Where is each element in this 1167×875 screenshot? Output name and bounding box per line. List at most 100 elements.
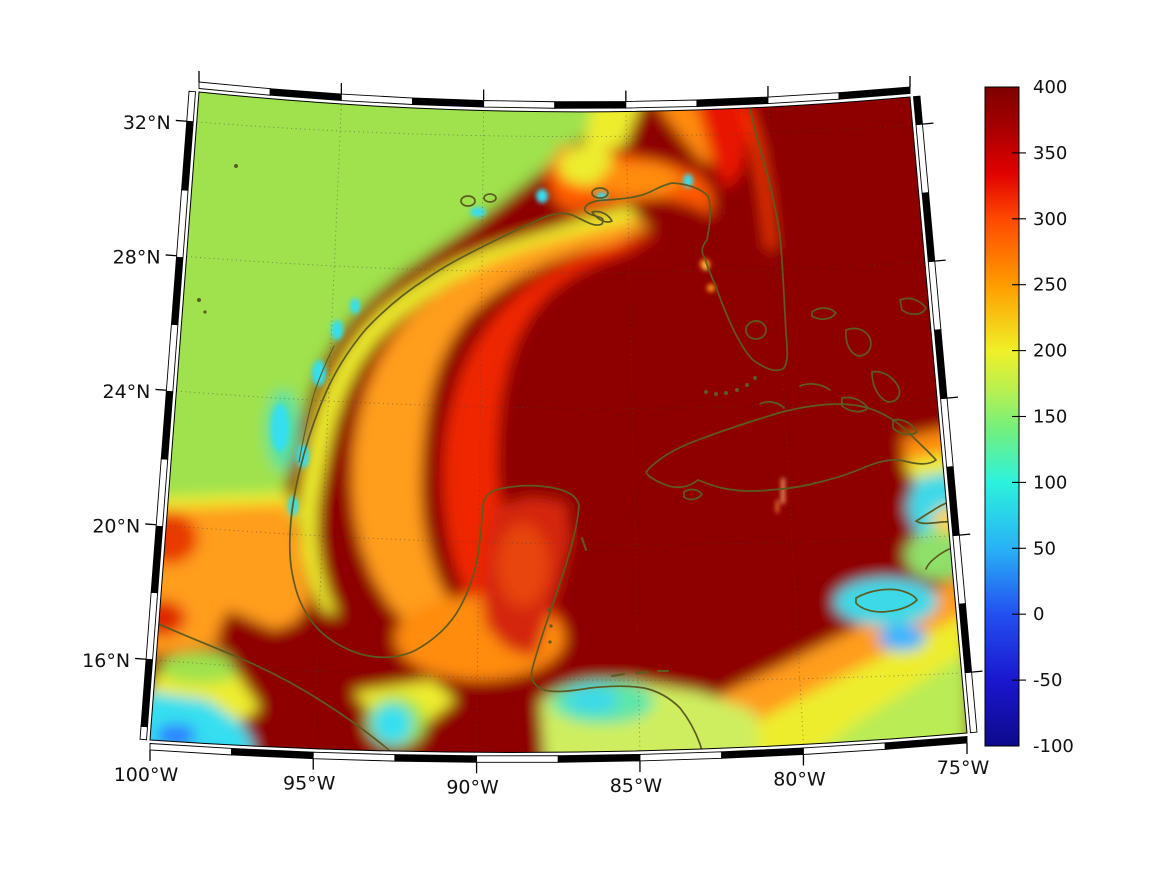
frame-segment (340, 93, 413, 105)
frame-segment (186, 90, 196, 123)
frame-segment (160, 390, 174, 460)
x-tick-label: 85°W (610, 775, 663, 797)
coast-delta (591, 210, 613, 223)
spot-la-lake-1 (470, 207, 486, 217)
y-tick-left (145, 523, 157, 526)
frame-segment (155, 458, 169, 528)
colorbar-tick-label: 350 (1033, 143, 1067, 164)
y-tick-label: 20°N (92, 516, 140, 538)
frame-segment (412, 97, 485, 108)
spot-tx-lagoon-2 (331, 320, 343, 340)
colorbar-tick-label: 250 (1033, 275, 1067, 296)
spot-charlotte-warm (707, 284, 715, 292)
field-shelf-yellow-band (300, 206, 640, 616)
y-tick-right (971, 670, 983, 673)
colorbar-tick-label: 400 (1033, 77, 1067, 98)
map-boundary (149, 91, 968, 753)
coast-bahamas-3 (871, 370, 901, 403)
frame-segment (838, 86, 911, 100)
y-tick-label: 28°N (113, 247, 161, 269)
lake-okeechobee (745, 320, 767, 340)
frame-segment (625, 99, 698, 109)
frame-segment (483, 100, 556, 109)
frame-segment (721, 747, 804, 759)
colorbar-tick-label: -100 (1033, 736, 1074, 757)
x-axis: 100°W 95°W 90°W 85°W 80°W 75°W (114, 71, 990, 798)
coast-cozumel (581, 537, 587, 551)
frame-segment (394, 754, 478, 763)
frame-segment (312, 751, 396, 762)
coast-bahamas-6 (892, 418, 918, 436)
spot-tampico-cyan (271, 404, 289, 452)
y-tick-right (922, 122, 934, 125)
field-panhandle-yellow (558, 146, 614, 186)
frame-segment (554, 101, 627, 109)
frame-segment (231, 747, 314, 760)
y-tick-left (175, 119, 187, 122)
coast-tx-barrier (298, 345, 335, 463)
y-tick-label: 32°N (123, 112, 171, 134)
map-field (150, 92, 967, 753)
frame-segment (170, 256, 184, 326)
frame-segment (964, 671, 978, 734)
colorbar-tick-label: 150 (1033, 407, 1067, 428)
y-tick-left (165, 254, 177, 257)
coast-bahamas-5 (841, 396, 869, 413)
colorbar-tick-label: 100 (1033, 472, 1067, 493)
field-nefl-fringe (744, 106, 775, 250)
coast-mainland (288, 99, 789, 753)
y-tick-label: 24°N (102, 381, 150, 403)
lake-pontchartrain (591, 187, 609, 199)
islets (197, 164, 757, 644)
x-tick-label: 90°W (446, 776, 499, 798)
field-panhandle-orange (600, 162, 680, 198)
coastlines (150, 99, 967, 753)
y-tick-right (934, 259, 946, 262)
y-tick-left (155, 388, 167, 391)
coast-bahamas-1 (811, 307, 837, 320)
colorbar: 400 350 300 250 200 150 100 50 0 -50 -100 (984, 77, 1074, 757)
frame-segment (802, 742, 886, 755)
field-green-nw-land (150, 92, 625, 506)
field-honduras-cyan (566, 686, 618, 714)
frame-segment (149, 743, 233, 756)
graticule-parallel (186, 256, 925, 273)
spot-tx-lagoon-1 (312, 360, 326, 386)
colorbar-tick-label: 300 (1033, 209, 1067, 230)
field-jamaica-lightblue (878, 625, 926, 651)
frame-segment (140, 658, 154, 728)
frame-segment (476, 755, 559, 763)
x-tick-label: 75°W (937, 757, 990, 779)
frame-segment (150, 525, 164, 594)
spot-tx-lagoon-4 (350, 298, 360, 314)
y-axis: 32°N 28°N 24°N 20°N 16°N (82, 112, 983, 673)
spot-cuba-streak-2 (776, 500, 779, 513)
y-tick-right (959, 533, 971, 536)
field-sw-green (160, 652, 240, 684)
field-top-orange (640, 92, 716, 165)
x-tick-label: 95°W (283, 773, 336, 795)
frame-segment (696, 96, 769, 107)
spot-cuba-streak-1 (781, 478, 785, 504)
frame-segment (165, 323, 179, 393)
frame-segment (175, 189, 189, 259)
frame-segment (912, 95, 923, 126)
colorbar-tick-label: 50 (1033, 538, 1056, 559)
coast-pacific (150, 619, 405, 753)
lake-sabine (483, 193, 497, 203)
frame-segment (269, 88, 342, 102)
frame-segment (181, 120, 194, 191)
frame-segment (767, 92, 840, 105)
map-frame (139, 81, 978, 763)
coast-bahamas-2 (845, 327, 872, 357)
field-jamaica-cyan (834, 578, 938, 626)
frame-segment (139, 725, 148, 741)
x-tick-label: 100°W (114, 764, 179, 786)
frame-segment (639, 751, 723, 762)
y-tick-right (946, 396, 959, 399)
coast-bahamas-4 (899, 297, 927, 316)
graticule-meridian (625, 111, 641, 751)
colorbar-tick-label: 200 (1033, 341, 1067, 362)
